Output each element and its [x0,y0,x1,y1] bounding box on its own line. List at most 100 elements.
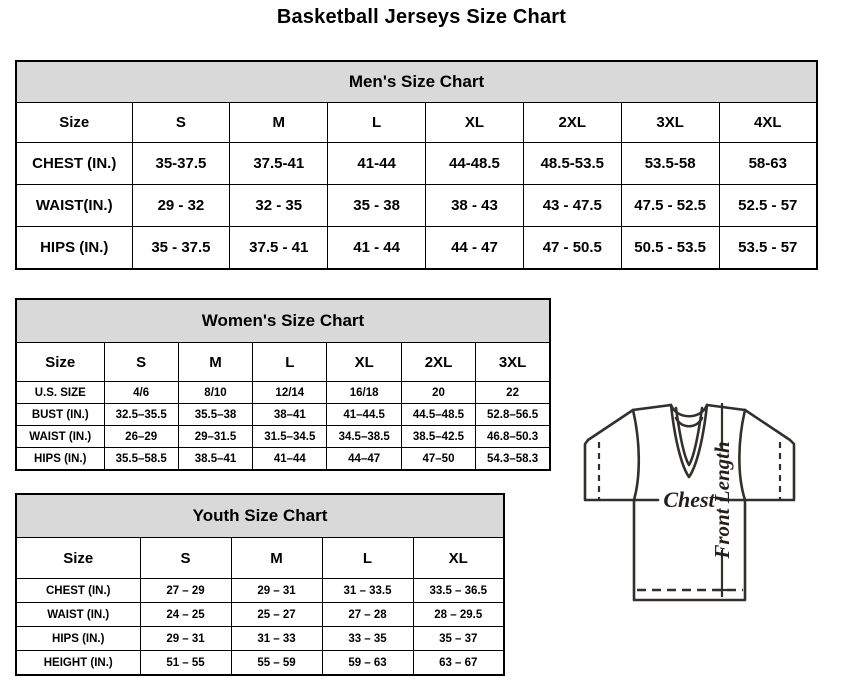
table-cell: 29–31.5 [177,425,254,448]
table-cell: 41-44 [327,142,427,185]
right-sleeve-outline [743,408,796,502]
table-cell: 35 - 38 [327,184,427,227]
chest-label: Chest [663,487,715,512]
column-header-xl: XL [412,537,505,579]
column-header-m: M [230,537,323,579]
table-cell: 32 - 35 [229,184,329,227]
row-label: BUST (IN.) [15,403,105,426]
vneck-outer [669,403,709,479]
table-cell: 47 - 50.5 [522,226,622,270]
table-cell: 34.5–38.5 [326,425,402,448]
jersey-measurement-diagram: Chest Front Length [545,345,835,645]
table-cell: 31 – 33 [230,626,323,651]
jersey-body-outline [632,498,747,602]
table-cell: 59 – 63 [321,650,414,676]
row-label: WAIST(IN.) [15,184,133,227]
mens-chart-caption: Men's Size Chart [15,60,818,103]
column-header-4xl: 4XL [718,102,818,143]
column-header-size: Size [15,537,141,579]
table-cell: 47–50 [400,447,477,471]
table-cell: 53.5-58 [620,142,720,185]
table-cell: 44–47 [326,447,402,471]
table-cell: 28 – 29.5 [412,602,505,627]
column-header-size: Size [15,342,105,382]
table-cell: 25 – 27 [230,602,323,627]
row-label: U.S. SIZE [15,381,105,404]
table-row: BUST (IN.) 32.5–35.5 35.5–38 38–41 41–44… [15,403,551,426]
table-cell: 32.5–35.5 [103,403,179,426]
table-cell: 16/18 [326,381,402,404]
sleeve-hem-dashes [597,442,782,500]
page-title: Basketball Jerseys Size Chart [276,6,567,28]
table-cell: 41 - 44 [327,226,427,270]
table-cell: 31.5–34.5 [252,425,328,448]
table-cell: 26–29 [103,425,179,448]
row-label: HEIGHT (IN.) [15,650,141,676]
table-header-row: Size S M L XL [15,537,505,579]
column-header-3xl: 3XL [620,102,720,143]
table-cell: 35.5–38 [177,403,254,426]
table-cell: 37.5-41 [229,142,329,185]
table-row: CHEST (IN.) 27 – 29 29 – 31 31 – 33.5 33… [15,578,505,603]
table-caption-row: Youth Size Chart [15,493,505,538]
table-cell: 46.8–50.3 [475,425,551,448]
table-cell: 44.5–48.5 [400,403,477,426]
row-label: WAIST (IN.) [15,602,141,627]
left-armhole-curve [631,408,641,502]
table-cell: 27 – 29 [139,578,232,603]
table-row: CHEST (IN.) 35-37.5 37.5-41 41-44 44-48.… [15,142,818,185]
column-header-xl: XL [326,342,402,382]
table-cell: 43 - 47.5 [522,184,622,227]
right-shoulder-seam [705,403,747,412]
row-label: CHEST (IN.) [15,578,141,603]
row-label: HIPS (IN.) [15,226,133,270]
table-cell: 50.5 - 53.5 [620,226,720,270]
table-cell: 29 – 31 [139,626,232,651]
table-row: HIPS (IN.) 35 - 37.5 37.5 - 41 41 - 44 4… [15,226,818,270]
vneck-band-second [674,416,704,428]
front-length-measure-line [715,403,729,597]
table-row: U.S. SIZE 4/6 8/10 12/14 16/18 20 22 [15,381,551,404]
row-label: HIPS (IN.) [15,447,105,471]
table-cell: 44-48.5 [425,142,524,185]
table-row: WAIST (IN.) 26–29 29–31.5 31.5–34.5 34.5… [15,425,551,448]
table-row: WAIST(IN.) 29 - 32 32 - 35 35 - 38 38 - … [15,184,818,227]
table-cell: 52.5 - 57 [718,184,818,227]
left-sleeve-outline [583,408,636,502]
table-header-row: Size S M L XL 2XL 3XL [15,342,551,382]
table-cell: 35-37.5 [131,142,231,185]
table-cell: 38–41 [252,403,328,426]
table-cell: 58-63 [718,142,818,185]
table-cell: 27 – 28 [321,602,414,627]
column-header-3xl: 3XL [475,342,551,382]
table-cell: 33 – 35 [321,626,414,651]
table-cell: 12/14 [252,381,328,404]
table-cell: 35.5–58.5 [103,447,179,471]
table-cell: 20 [400,381,477,404]
table-cell: 47.5 - 52.5 [620,184,720,227]
table-cell: 8/10 [177,381,254,404]
table-cell: 24 – 25 [139,602,232,627]
column-header-l: L [321,537,414,579]
vneck-middle [674,406,704,467]
column-header-2xl: 2XL [522,102,622,143]
vneck-band-inner [669,403,709,418]
table-cell: 51 – 55 [139,650,232,676]
column-header-l: L [252,342,328,382]
table-header-row: Size S M L XL 2XL 3XL 4XL [15,102,818,143]
table-cell: 37.5 - 41 [229,226,329,270]
table-cell: 4/6 [103,381,179,404]
right-armhole-curve [738,408,747,502]
column-header-m: M [229,102,329,143]
table-cell: 35 - 37.5 [131,226,231,270]
left-shoulder-seam [631,403,673,412]
table-cell: 38.5–41 [177,447,254,471]
table-cell: 48.5-53.5 [522,142,622,185]
mens-size-chart-table: Men's Size Chart Size S M L XL 2XL 3XL 4… [15,60,818,270]
table-cell: 31 – 33.5 [321,578,414,603]
table-row: WAIST (IN.) 24 – 25 25 – 27 27 – 28 28 –… [15,602,505,627]
youth-size-chart-table: Youth Size Chart Size S M L XL CHEST (IN… [15,493,505,676]
column-header-size: Size [15,102,133,143]
column-header-l: L [327,102,427,143]
table-caption-row: Women's Size Chart [15,298,551,343]
